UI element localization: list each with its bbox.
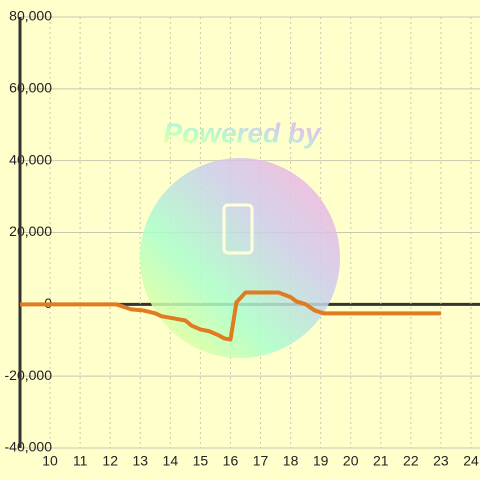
x-tick-label: 20 (343, 453, 359, 469)
x-tick-label: 17 (253, 453, 269, 469)
x-tick-label: 23 (433, 453, 449, 469)
x-tick-label: 15 (193, 453, 209, 469)
y-tick-label: -40,000 (5, 439, 53, 455)
x-tick-label: 16 (223, 453, 239, 469)
watermark-icon (222, 203, 254, 255)
x-tick-label: 24 (463, 453, 479, 469)
x-tick-label: 22 (403, 453, 419, 469)
data-line (20, 290, 441, 342)
x-tick-label: 18 (283, 453, 299, 469)
watermark-logo (140, 158, 340, 358)
x-tick-label: 10 (42, 453, 58, 469)
y-tick-label: 20,000 (9, 223, 52, 239)
x-tick-label: 12 (102, 453, 118, 469)
x-tick-label: 19 (313, 453, 329, 469)
y-tick-label: -20,000 (5, 367, 53, 383)
watermark-text: Powered by (163, 117, 322, 148)
y-tick-label: 60,000 (9, 80, 52, 96)
y-tick-label: 40,000 (9, 151, 52, 167)
x-tick-label: 11 (73, 453, 88, 469)
x-tick-label: 14 (163, 453, 179, 469)
x-tick-label: 13 (132, 453, 148, 469)
x-tick-label: 21 (373, 453, 389, 469)
y-tick-label: 80,000 (9, 8, 52, 24)
